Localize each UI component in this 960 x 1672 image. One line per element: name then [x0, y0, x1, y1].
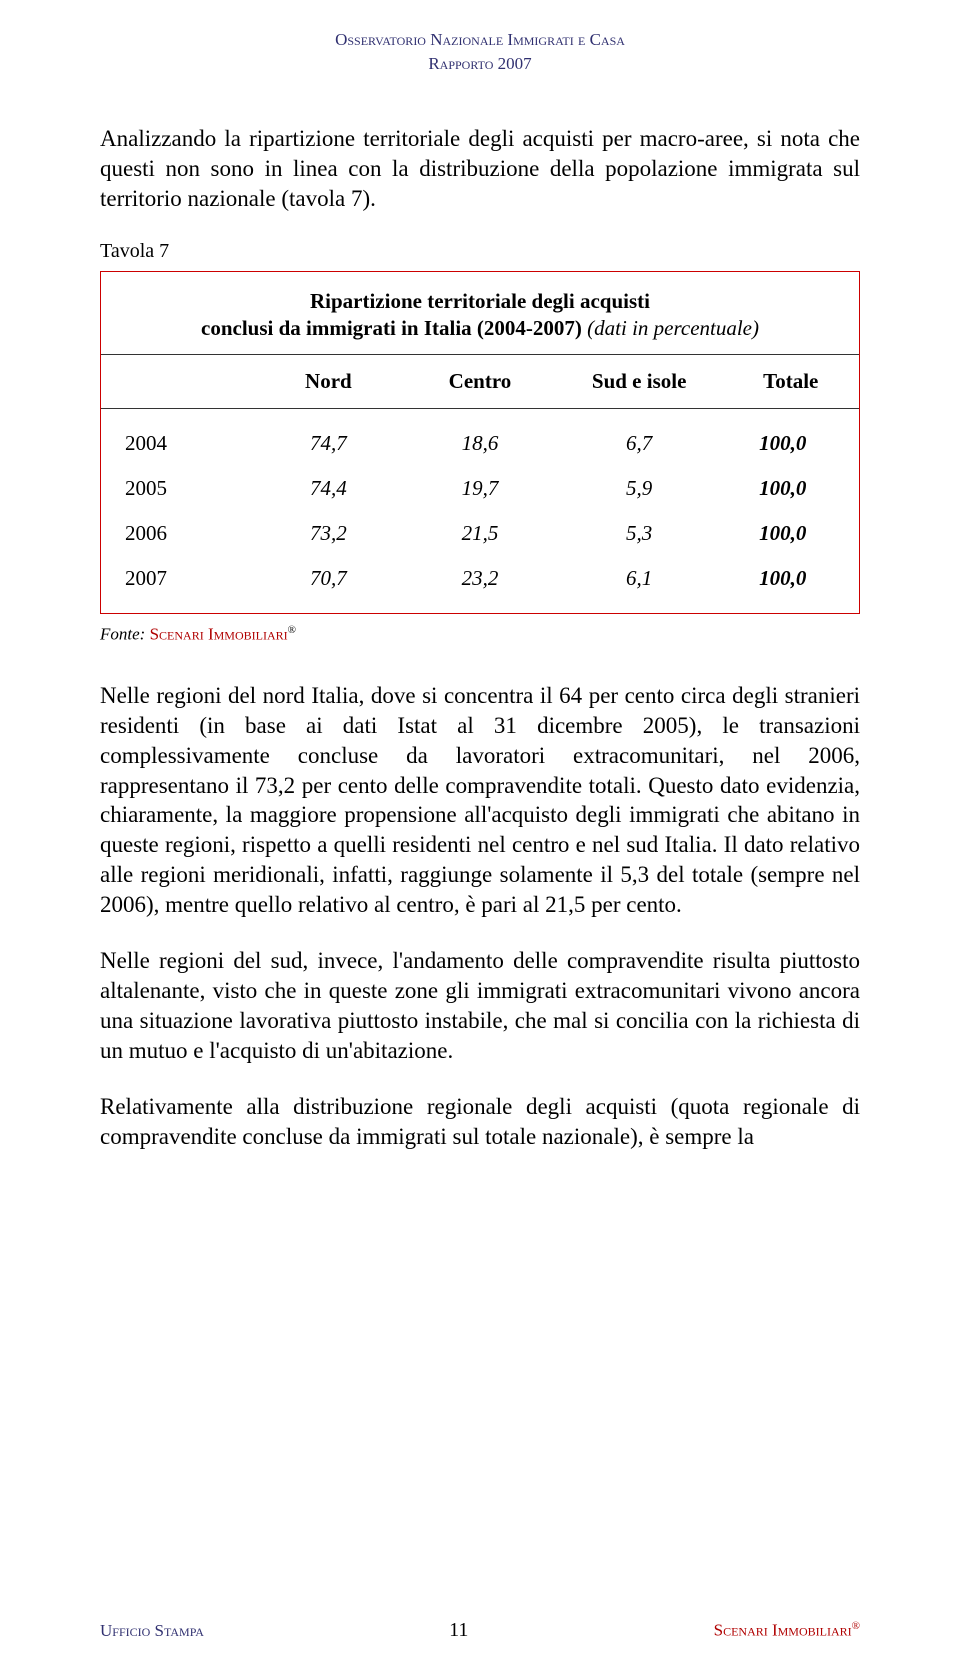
reg-mark: ®: [288, 624, 296, 636]
table-row: 2004 74,7 18,6 6,7 100,0: [101, 409, 859, 467]
cell-year: 2005: [101, 466, 253, 511]
cell: 6,7: [556, 409, 723, 467]
table-row: 2007 70,7 23,2 6,1 100,0: [101, 556, 859, 613]
cell-year: 2004: [101, 409, 253, 467]
table-label: Tavola 7: [100, 240, 860, 263]
col-centro: Centro: [404, 355, 556, 409]
cell: 6,1: [556, 556, 723, 613]
table-title: Ripartizione territoriale degli acquisti…: [101, 272, 859, 356]
fonte-prefix: Fonte:: [100, 625, 150, 644]
reg-mark: ®: [852, 1620, 860, 1632]
paragraph-4: Relativamente alla distribuzione regiona…: [100, 1092, 860, 1152]
table-title-line1: Ripartizione territoriale degli acquisti: [310, 289, 650, 313]
footer-brand: Scenari Immobiliari: [714, 1621, 852, 1640]
cell-year: 2007: [101, 556, 253, 613]
doc-header-line2: Rapporto 2007: [100, 54, 860, 74]
cell: 19,7: [404, 466, 556, 511]
table-body: 2004 74,7 18,6 6,7 100,0 2005 74,4 19,7 …: [101, 409, 859, 614]
cell-year: 2006: [101, 511, 253, 556]
col-blank: [101, 355, 253, 409]
table-title-line2: conclusi da immigrati in Italia (2004-20…: [201, 316, 582, 340]
cell-total: 100,0: [723, 409, 859, 467]
table-title-italic: (dati in percentuale): [582, 316, 759, 340]
doc-header-line1: Osservatorio Nazionale Immigrati e Casa: [100, 30, 860, 50]
cell: 5,3: [556, 511, 723, 556]
cell: 74,7: [253, 409, 405, 467]
paragraph-1: Analizzando la ripartizione territoriale…: [100, 124, 860, 214]
paragraph-2: Nelle regioni del nord Italia, dove si c…: [100, 681, 860, 920]
cell: 18,6: [404, 409, 556, 467]
cell-total: 100,0: [723, 511, 859, 556]
cell-total: 100,0: [723, 466, 859, 511]
cell: 21,5: [404, 511, 556, 556]
col-nord: Nord: [253, 355, 405, 409]
table-container: Ripartizione territoriale degli acquisti…: [100, 271, 860, 615]
cell: 70,7: [253, 556, 405, 613]
table-row: 2006 73,2 21,5 5,3 100,0: [101, 511, 859, 556]
cell-total: 100,0: [723, 556, 859, 613]
fonte-brand: Scenari Immobiliari: [150, 625, 288, 644]
page-number: 11: [449, 1619, 468, 1642]
footer-right: Scenari Immobiliari®: [714, 1620, 860, 1641]
cell: 5,9: [556, 466, 723, 511]
table-header-row: Nord Centro Sud e isole Totale: [101, 355, 859, 409]
cell: 74,4: [253, 466, 405, 511]
cell: 73,2: [253, 511, 405, 556]
footer-left: Ufficio Stampa: [100, 1621, 204, 1641]
table-row: 2005 74,4 19,7 5,9 100,0: [101, 466, 859, 511]
col-sud: Sud e isole: [556, 355, 723, 409]
col-totale: Totale: [723, 355, 859, 409]
data-table: Nord Centro Sud e isole Totale 2004 74,7…: [101, 355, 859, 613]
cell: 23,2: [404, 556, 556, 613]
paragraph-3: Nelle regioni del sud, invece, l'andamen…: [100, 946, 860, 1066]
source-line: Fonte: Scenari Immobiliari®: [100, 624, 860, 645]
page-footer: Ufficio Stampa 11 Scenari Immobiliari®: [100, 1619, 860, 1642]
